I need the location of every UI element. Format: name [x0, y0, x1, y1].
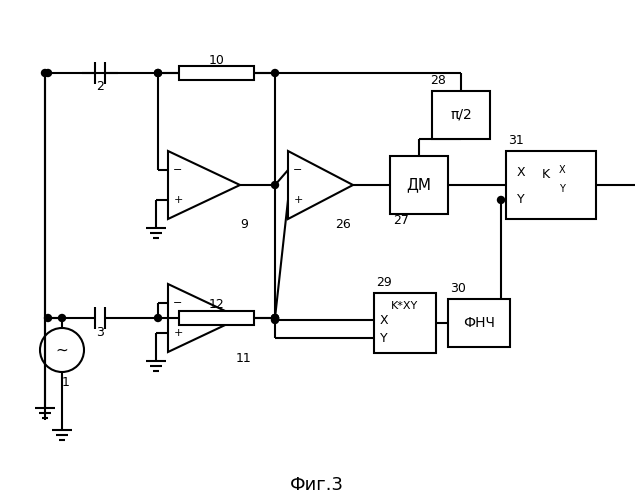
Bar — [390, 156, 448, 214]
Circle shape — [272, 182, 279, 188]
Text: ~: ~ — [56, 342, 69, 357]
Bar — [179, 311, 254, 325]
Circle shape — [272, 70, 279, 76]
Text: 27: 27 — [393, 214, 409, 226]
Text: ДМ: ДМ — [406, 178, 432, 192]
Text: K*XY: K*XY — [391, 301, 418, 311]
Circle shape — [154, 70, 161, 76]
Bar — [506, 151, 596, 219]
Circle shape — [272, 314, 279, 322]
Text: 9: 9 — [240, 218, 248, 232]
Text: −: − — [173, 165, 183, 175]
Bar — [374, 293, 436, 353]
Text: 26: 26 — [335, 218, 351, 232]
Circle shape — [154, 70, 161, 76]
Text: +: + — [173, 195, 183, 205]
Bar — [432, 91, 490, 139]
Text: 11: 11 — [236, 352, 252, 364]
Text: 10: 10 — [208, 54, 224, 66]
Text: 28: 28 — [430, 74, 446, 87]
Text: −: − — [173, 298, 183, 308]
Text: Y: Y — [380, 332, 388, 344]
Text: Y: Y — [517, 194, 525, 206]
Text: ФНЧ: ФНЧ — [463, 316, 495, 330]
Circle shape — [44, 314, 51, 322]
Text: Y: Y — [559, 184, 565, 194]
Bar — [448, 299, 510, 347]
Text: 12: 12 — [209, 298, 224, 312]
Text: 2: 2 — [96, 80, 104, 94]
Text: +: + — [173, 328, 183, 338]
Text: Фиг.3: Фиг.3 — [290, 476, 344, 494]
Circle shape — [154, 314, 161, 322]
Text: π/2: π/2 — [450, 108, 472, 122]
Circle shape — [272, 316, 279, 324]
Text: K: K — [542, 168, 550, 181]
Circle shape — [497, 196, 504, 203]
Text: X: X — [380, 314, 389, 326]
Circle shape — [272, 314, 279, 322]
Text: 31: 31 — [508, 134, 524, 147]
Text: 29: 29 — [376, 276, 392, 289]
Text: −: − — [293, 165, 303, 175]
Circle shape — [272, 314, 279, 322]
Circle shape — [44, 70, 51, 76]
Text: X: X — [559, 165, 565, 175]
Text: 1: 1 — [62, 376, 70, 388]
Text: X: X — [517, 166, 525, 179]
Circle shape — [58, 314, 65, 322]
Text: 30: 30 — [450, 282, 466, 295]
Text: 3: 3 — [96, 326, 104, 338]
Bar — [179, 66, 254, 80]
Circle shape — [41, 70, 48, 76]
Text: +: + — [293, 195, 303, 205]
